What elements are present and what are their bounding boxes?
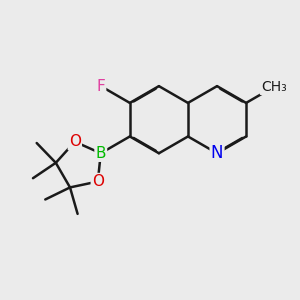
Text: O: O	[69, 134, 81, 149]
Text: O: O	[92, 174, 104, 189]
Text: F: F	[96, 79, 105, 94]
Text: N: N	[211, 144, 223, 162]
Text: B: B	[95, 146, 106, 161]
Text: CH₃: CH₃	[261, 80, 286, 94]
